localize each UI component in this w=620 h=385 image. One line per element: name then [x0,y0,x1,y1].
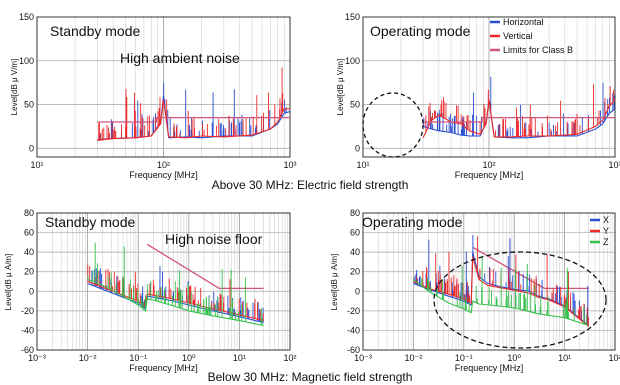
x-tick-label: 10⁰ [182,353,196,363]
series-spikes [99,82,287,140]
y-tick-label: 50 [350,100,360,110]
y-tick-label: 20 [24,267,34,277]
y-tick-label: 100 [19,56,34,66]
highlight-ellipse-electric [362,92,424,158]
y-tick-label: 80 [350,208,360,218]
x-axis-label: Frequency [MHz] [129,363,198,373]
plot-frame [36,212,291,351]
x-tick-label: 10⁻² [79,353,97,363]
panel-title: Operating mode [370,23,471,39]
x-axis-label: Frequency [MHz] [455,363,524,373]
x-tick-label: 10¹ [30,160,43,170]
chart-panel-1: 0 50 100 150 10¹ 10² 10³ Frequency [MHz] Level[d… [10,12,297,180]
y-tick-label: 150 [19,12,34,22]
panel-title: Operating mode [362,214,463,230]
panel-annotation: High noise floor [165,231,263,247]
x-tick-label: 10⁻¹ [455,353,473,363]
x-tick-label: 10⁰ [507,353,521,363]
x-tick-label: 10² [157,160,170,170]
y-tick-label: -60 [347,345,360,355]
series-line-x [413,251,589,326]
chart-panel-3: -60 -40 -20 0 20 40 60 80 10⁻³ 10⁻² 10⁻¹ 10⁰ 10¹ 10² F… [4,208,297,373]
legend-label: X [603,215,609,225]
y-tick-label: -20 [21,306,34,316]
series-spikes [421,255,587,325]
series-line-limits-for-class-b [423,116,615,123]
x-tick-label: 10⁻² [405,353,423,363]
y-tick-label: 60 [24,228,34,238]
x-tick-label: 10² [608,353,620,363]
y-tick-label: 20 [350,267,360,277]
plot-frame [36,16,291,158]
legend-label: Vertical [503,31,533,41]
legend-label: Z [603,237,609,247]
x-tick-label: 10² [482,160,495,170]
x-tick-label: 10³ [283,160,296,170]
plot-frame [362,212,616,351]
x-tick-label: 10⁻¹ [129,353,147,363]
panel-title: Standby mode [45,214,135,230]
y-tick-label: 0 [355,286,360,296]
series-spikes [87,242,263,326]
y-tick-label: 50 [24,100,34,110]
y-axis-label: Level[dB μ A/m] [4,254,13,311]
x-axis-label: Frequency [MHz] [129,170,198,180]
x-tick-label: 10³ [608,160,620,170]
legend-label: Horizontal [503,17,544,27]
x-tick-label: 10¹ [558,353,571,363]
chart-panel-4: -60 -40 -20 0 20 40 60 80 10⁻³ 10⁻² 10⁻¹ 10⁰ 10¹ 10² F… [330,208,620,373]
x-tick-label: 10¹ [356,160,369,170]
y-axis-label: Level[dB μ V/m] [10,59,19,116]
panel-annotation: High ambient noise [120,50,240,66]
y-tick-label: 60 [350,228,360,238]
y-tick-label: 100 [345,56,360,66]
y-tick-label: 0 [29,143,34,153]
y-tick-label: 150 [345,12,360,22]
y-tick-label: 40 [24,247,34,257]
series-spikes [98,67,284,141]
panel-title: Standby mode [50,23,140,39]
x-axis-label: Frequency [MHz] [455,170,524,180]
chart-panel-2: 0 50 100 150 10¹ 10² 10³ Frequency [MHz] Level[d… [336,12,620,180]
series-line-pink [472,246,589,290]
y-tick-label: 80 [24,208,34,218]
series-line-vertical [422,99,616,139]
y-tick-label: -40 [21,325,34,335]
legend: XYZ [590,215,609,247]
highlight-ellipse-magnetic [433,251,607,349]
x-tick-label: 10² [283,353,296,363]
legend-label: Limits for Class B [503,45,573,55]
legend-label: Y [603,226,609,236]
plot-frame [362,16,616,158]
y-tick-label: 0 [29,286,34,296]
y-tick-label: 40 [350,247,360,257]
y-axis-label: Level[dB μ A/m] [330,254,339,311]
y-tick-label: -40 [347,325,360,335]
y-tick-label: 0 [355,143,360,153]
y-tick-label: -60 [21,345,34,355]
legend: Horizontal Vertical Limits for Class B [490,17,573,55]
series-line-pink [97,116,290,123]
x-tick-label: 10⁻³ [354,353,372,363]
x-tick-label: 10¹ [233,353,246,363]
y-axis-label: Level[dB μ V/m] [336,59,345,116]
caption-magnetic-field: Below 30 MHz: Magnetic field strength [207,370,413,384]
y-tick-label: -20 [347,306,360,316]
series-line-pink [146,243,264,290]
x-tick-label: 10⁻³ [28,353,46,363]
caption-electric-field: Above 30 MHz: Electric field strength [211,178,409,192]
